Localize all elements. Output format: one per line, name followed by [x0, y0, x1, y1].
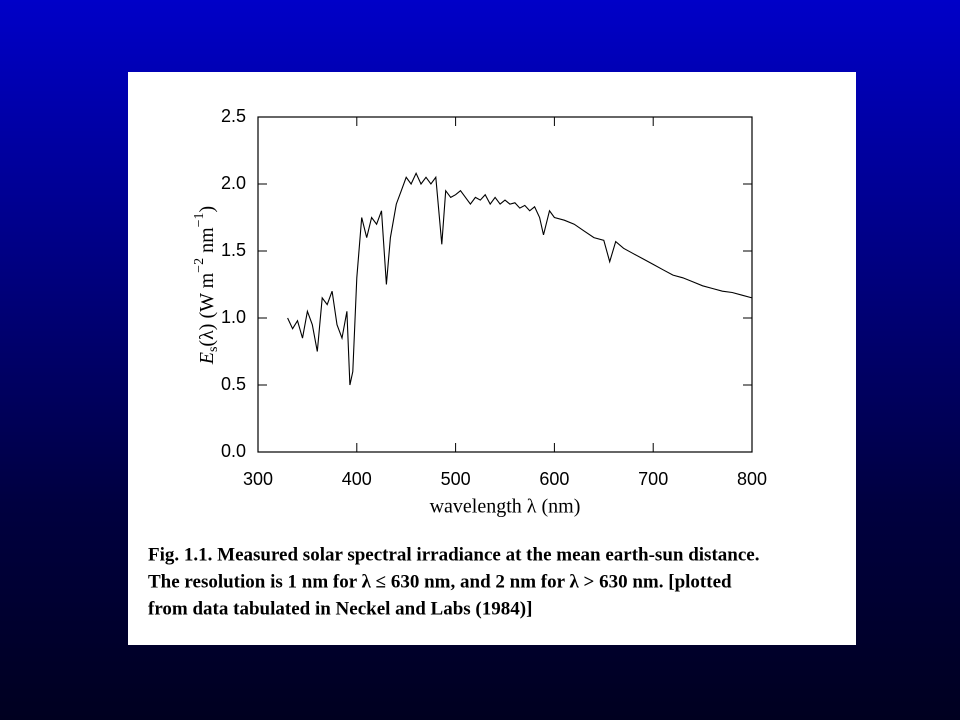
y-axis-label-part: −1 — [192, 212, 207, 227]
y-tick-label: 2.0 — [221, 173, 246, 193]
y-tick-label: 1.0 — [221, 307, 246, 327]
x-tick-label: 300 — [243, 469, 273, 489]
x-tick-label: 600 — [539, 469, 569, 489]
y-tick-label: 2.5 — [221, 106, 246, 126]
caption-line: Fig. 1.1. Measured solar spectral irradi… — [148, 544, 759, 565]
x-tick-label: 500 — [441, 469, 471, 489]
y-axis-label-part: s — [206, 347, 221, 352]
y-axis-label-part: (λ) (W m — [196, 272, 218, 346]
y-axis-label-part: ) — [196, 206, 218, 213]
y-axis-label-part: nm — [196, 227, 218, 258]
plot-frame — [257, 116, 753, 453]
y-axis-label: Es(λ) (W m−2 nm−1) — [192, 206, 221, 365]
x-axis-label: wavelength λ (nm) — [430, 496, 581, 518]
spectrum-line — [287, 171, 753, 386]
caption-line: from data tabulated in Neckel and Labs (… — [148, 598, 532, 619]
y-axis-label-part: −2 — [192, 258, 207, 273]
x-tick-label: 800 — [737, 469, 767, 489]
figure-panel — [128, 72, 856, 645]
x-tick-label: 700 — [638, 469, 668, 489]
y-tick-label: 0.0 — [221, 441, 246, 461]
caption-line: The resolution is 1 nm for λ ≤ 630 nm, a… — [148, 571, 732, 592]
y-tick-label: 0.5 — [221, 374, 246, 394]
x-tick-label: 400 — [342, 469, 372, 489]
y-tick-label: 1.5 — [221, 240, 246, 260]
y-axis-label-part: E — [196, 352, 218, 365]
